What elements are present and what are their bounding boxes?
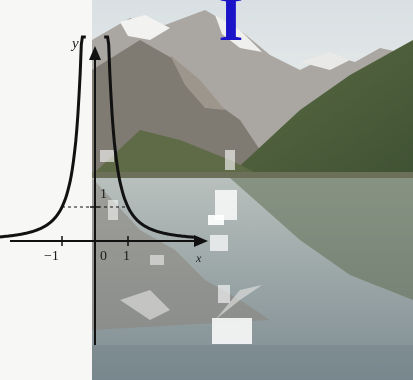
curve-left-branch — [0, 35, 86, 239]
mountain-photo — [92, 0, 413, 380]
x-axis-arrow — [194, 235, 208, 247]
tick-label-minus-one: −1 — [44, 249, 59, 264]
graph: y −1 0 1 1 x — [0, 35, 208, 345]
x-axis-end-label: x — [195, 251, 202, 265]
tick-label-zero: 0 — [100, 249, 107, 264]
y-axis-label: y — [70, 36, 79, 52]
y-axis-arrow — [89, 46, 101, 60]
tick-label-y-one: 1 — [100, 187, 107, 202]
pixel-noise — [100, 150, 252, 344]
blue-glyph: I — [218, 0, 244, 54]
white-panel — [0, 0, 92, 380]
curve-right-branch — [104, 35, 195, 239]
tick-label-one: 1 — [123, 249, 130, 264]
